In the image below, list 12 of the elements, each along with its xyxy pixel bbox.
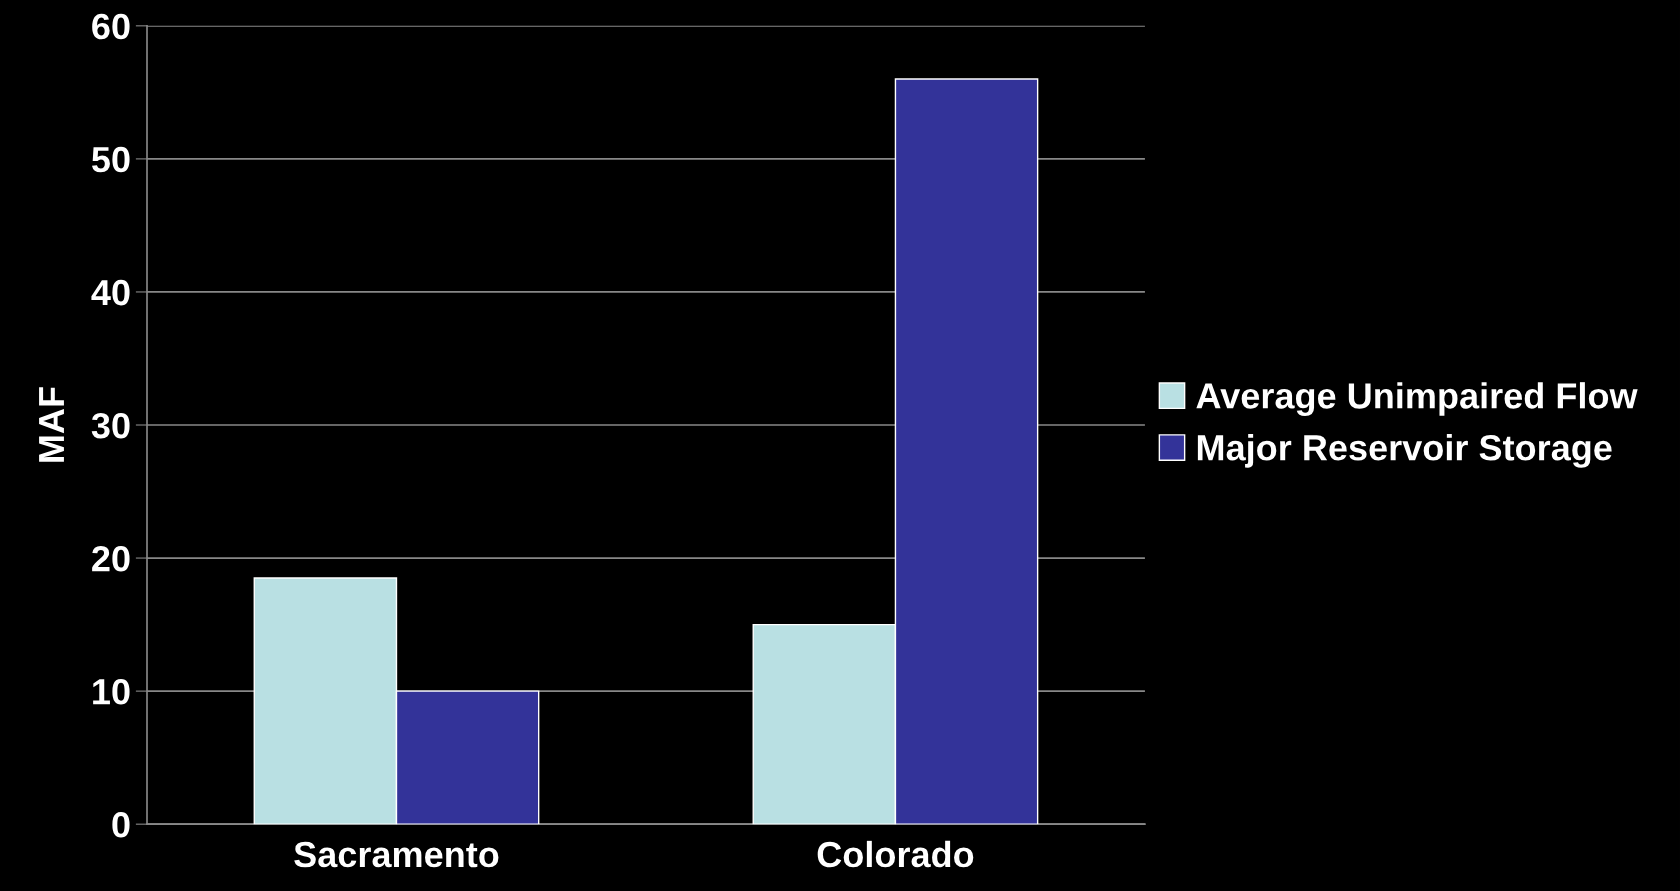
y-tick-label: 20 xyxy=(92,545,130,572)
y-tick-label: 50 xyxy=(91,146,130,173)
x-tick-label: Colorado xyxy=(817,840,974,868)
legend-label: Major Reservoir Storage xyxy=(1197,434,1612,468)
y-axis-title: MAF xyxy=(39,387,64,462)
x-tick-label: Sacramento xyxy=(294,841,499,868)
y-tick-label: 10 xyxy=(93,678,130,705)
y-tick-label: 30 xyxy=(91,412,130,439)
y-tick-label: 0 xyxy=(112,812,130,838)
y-tick-label: 60 xyxy=(92,13,130,40)
legend-label: Average Unimpaired Flow xyxy=(1196,382,1638,416)
y-tick-label: 40 xyxy=(91,279,130,306)
